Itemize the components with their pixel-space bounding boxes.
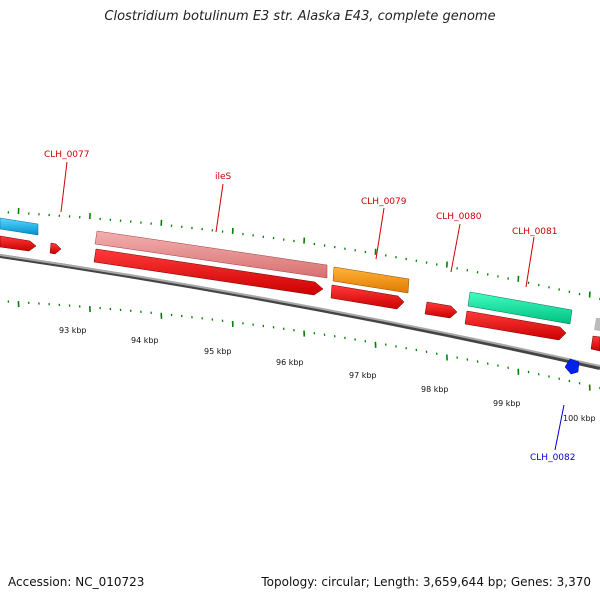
accession-text: Accession: NC_010723 [8,575,145,589]
gene-label-CLH_0077[interactable]: CLH_0077 [44,150,89,160]
gray-feature-edge [594,318,600,331]
kbp-label-99: 99 kbp [493,399,521,408]
cds-row [0,235,600,352]
feature-row-upper [0,217,600,331]
leader-CLH_0080 [450,223,461,273]
leader-CLH_0082 [554,404,565,451]
trna-feature-CLH_0082[interactable] [564,358,580,375]
kbp-label-97: 97 kbp [349,371,377,380]
topology-text: Topology: circular; Length: 3,659,644 bp… [261,575,591,589]
gene-label-CLH_0081[interactable]: CLH_0081 [512,227,557,237]
kbp-label-100: 100 kbp [563,414,596,423]
gene-label-leaders [60,161,565,451]
gene-label-CLH_0079[interactable]: CLH_0079 [361,197,407,207]
backbone [0,254,600,367]
cds-arrow-CLH_0081[interactable] [464,310,567,341]
gene-label-ileS[interactable]: ileS [215,172,232,182]
leader-CLH_0081 [525,236,535,288]
leader-CLH_0079 [375,207,385,260]
orange-feature-CLH_0079[interactable] [332,266,410,294]
leader-CLH_0077 [60,161,68,213]
pink-feature-ileS[interactable] [94,230,328,279]
leader-ileS [215,183,224,233]
kbp-label-93: 93 kbp [59,326,87,335]
cds-arrow[interactable] [49,242,62,255]
kbp-label-95: 95 kbp [204,347,232,356]
cds-arrow-CLH_0079[interactable] [330,284,405,310]
cyan-feature[interactable] [0,217,39,236]
kbp-label-96: 96 kbp [276,358,304,367]
cds-arrow[interactable] [590,335,600,352]
cds-arrow-CLH_0080[interactable] [424,301,458,319]
gene-label-CLH_0082[interactable]: CLH_0082 [530,453,575,463]
lower-tick-scale [7,300,600,391]
cds-arrow-ileS[interactable] [93,248,324,296]
backbone-shadow [0,254,600,370]
gene-label-CLH_0080[interactable]: CLH_0080 [436,212,482,222]
cds-arrow[interactable] [0,235,37,252]
kbp-label-98: 98 kbp [421,385,449,394]
green-feature-CLH_0081[interactable] [467,291,573,325]
map-title: Clostridium botulinum E3 str. Alaska E43… [104,9,496,24]
kbp-label-94: 94 kbp [131,336,159,345]
upper-tick-scale [7,208,600,301]
